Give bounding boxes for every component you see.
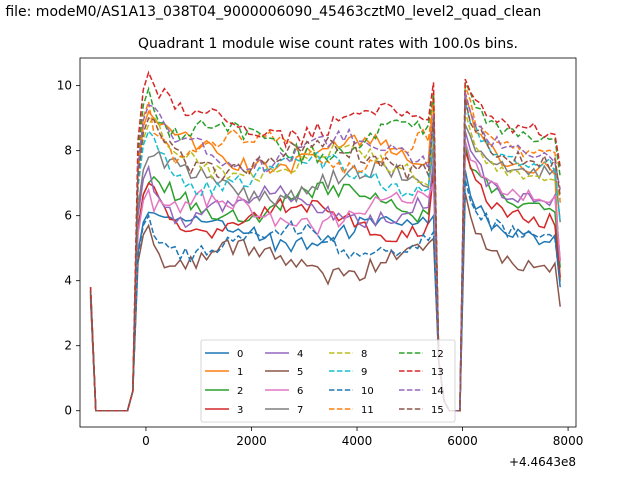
legend-label-0: 0 [237,349,243,360]
x-tick-label: 2000 [236,434,267,448]
plot-frame [79,57,577,428]
legend-label-15: 15 [431,405,444,416]
legend-label-1: 1 [237,367,243,378]
series-line-10 [89,179,561,412]
legend-label-6: 6 [297,386,303,397]
y-tick-label: 8 [64,144,72,158]
chart-title: Quadrant 1 module wise count rates with … [138,36,518,52]
x-tick-label: 4000 [342,434,373,448]
x-tick-label: 0 [142,434,150,448]
legend-label-9: 9 [361,367,367,378]
legend-label-4: 4 [297,349,303,360]
legend-label-13: 13 [431,367,444,378]
y-tick-label: 10 [57,79,72,93]
series-line-1 [89,92,561,412]
legend-label-11: 11 [361,405,374,416]
legend-label-12: 12 [431,349,444,360]
x-tick-label: 8000 [553,434,584,448]
legend-label-3: 3 [237,405,243,416]
x-axis: 0 2000 4000 6000 8000 [142,427,583,448]
chart-suptitle: n file: modeM0/AS1A13_038T04_9000006090_… [0,4,541,20]
legend-frame [200,339,456,423]
series-line-5 [89,192,561,412]
legend-label-5: 5 [297,367,303,378]
legend-label-7: 7 [297,405,303,416]
legend-label-14: 14 [431,386,444,397]
series-line-12 [89,82,561,412]
legend-label-8: 8 [361,349,367,360]
y-tick-label: 4 [64,274,72,288]
legend-label-2: 2 [237,386,243,397]
series-line-15 [89,98,561,412]
y-tick-label: 6 [64,209,72,223]
series-line-7 [89,124,561,412]
x-offset-label: +4.4643e8 [509,455,576,469]
series-line-13 [89,70,561,412]
y-axis: 0 2 4 6 8 10 [57,79,80,418]
series-line-6 [89,140,561,412]
series-lines [89,70,561,412]
y-tick-label: 2 [64,339,72,353]
series-line-9 [89,101,561,412]
y-tick-label: 0 [64,404,72,418]
series-line-4 [89,130,561,412]
legend-label-10: 10 [361,386,374,397]
x-tick-label: 6000 [447,434,478,448]
